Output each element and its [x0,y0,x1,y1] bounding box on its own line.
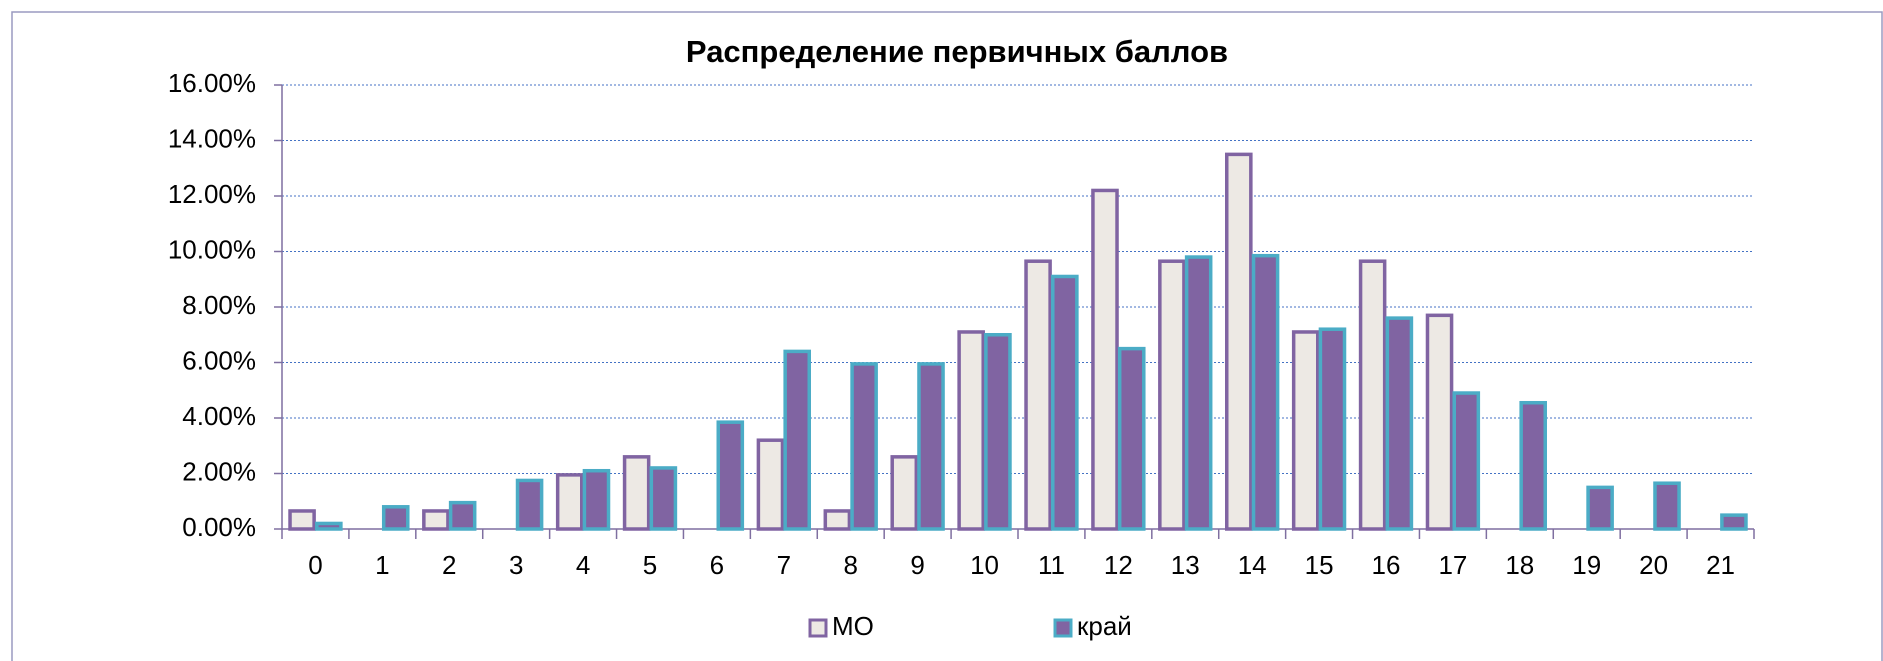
x-tick-label: 3 [509,550,523,580]
legend-label: край [1077,611,1132,641]
x-tick-label: 15 [1305,550,1334,580]
bar [649,466,678,531]
bar [1519,400,1547,531]
bar [1653,481,1681,531]
bar [783,349,811,531]
y-tick-label: 6.00% [182,345,256,375]
bar [957,330,985,531]
x-tick-label: 17 [1438,550,1467,580]
x-tick-label: 19 [1572,550,1601,580]
x-tick-label: 1 [375,550,389,580]
chart-title: Распределение первичных баллов [686,34,1228,69]
bar [622,455,651,531]
bar [1358,259,1387,531]
x-tick-label: 20 [1639,550,1668,580]
bar [917,362,945,531]
bar [850,362,878,531]
x-tick-label: 2 [442,550,456,580]
bar [1452,391,1481,531]
x-tick-label: 18 [1505,550,1534,580]
bar [1024,259,1052,531]
bar [1051,274,1079,531]
bar [984,333,1012,531]
bar [756,438,785,531]
bar [381,505,410,531]
bar [1720,513,1748,531]
bar [1158,259,1186,531]
x-tick-label: 6 [710,550,724,580]
y-tick-label: 4.00% [182,401,256,431]
bar [1425,313,1454,531]
x-tick-label: 16 [1372,550,1401,580]
x-tick-label: 9 [910,550,924,580]
bar [448,500,477,531]
bar [422,509,450,531]
bar [315,521,343,531]
bar [1318,327,1347,531]
x-tick-label: 11 [1038,550,1065,580]
bar [890,455,919,531]
y-tick-label: 16.00% [168,68,256,98]
bar [1385,316,1414,531]
x-tick-label: 8 [843,550,857,580]
bar [823,509,852,531]
bar [555,473,584,531]
bar [515,478,544,531]
bar [1117,346,1146,531]
x-tick-label: 12 [1104,550,1133,580]
y-tick-label: 0.00% [182,512,256,542]
x-tick-label: 10 [970,550,999,580]
bar [1291,330,1320,531]
bar [1184,255,1213,531]
x-tick-label: 7 [777,550,791,580]
bar [716,420,745,531]
bar [1251,253,1280,531]
x-tick-label: 0 [308,550,322,580]
bar [1091,188,1119,531]
x-tick-label: 5 [643,550,657,580]
x-tick-label: 14 [1238,550,1267,580]
y-tick-label: 8.00% [182,290,256,320]
y-tick-label: 12.00% [168,179,256,209]
legend-label: МО [832,611,874,641]
y-tick-label: 10.00% [168,234,256,264]
bar [1225,152,1253,531]
y-tick-label: 14.00% [168,123,256,153]
x-tick-label: 13 [1171,550,1200,580]
bar [288,509,316,531]
y-tick-label: 2.00% [182,456,256,486]
bar [582,468,611,531]
x-tick-label: 21 [1706,550,1735,580]
legend-swatch [1053,618,1073,638]
x-tick-label: 4 [576,550,590,580]
legend-swatch [808,618,828,638]
bar [1586,485,1614,531]
chart-frame [11,11,1883,661]
